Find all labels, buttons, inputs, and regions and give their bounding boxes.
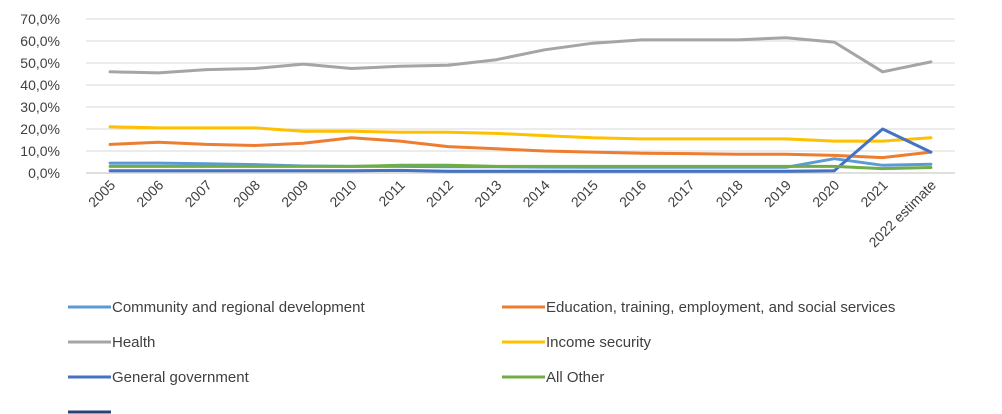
x-tick-label: 2011 xyxy=(375,177,408,210)
series-line-3 xyxy=(108,125,933,143)
series-line-1 xyxy=(108,136,933,160)
x-tick-label: 2010 xyxy=(326,177,359,210)
x-tick-label: 2018 xyxy=(713,177,746,210)
y-tick-label: 30,0% xyxy=(20,99,60,115)
x-tick-label: 2009 xyxy=(278,177,311,210)
x-tick-label: 2005 xyxy=(85,177,118,210)
legend-label: Health xyxy=(112,334,155,351)
legend-label: General government xyxy=(112,369,250,386)
legend-label: All Other xyxy=(546,369,604,386)
y-axis-ticks: 0,0% 10,0% 20,0% 30,0% 40,0% 50,0% 60,0% 70,0% xyxy=(20,11,60,181)
x-tick-label: 2016 xyxy=(616,177,649,210)
x-tick-label: 2014 xyxy=(519,177,552,210)
x-tick-label: 2019 xyxy=(761,177,794,210)
legend-label: Community and regional development xyxy=(112,299,365,316)
x-tick-label: 2015 xyxy=(568,177,601,210)
x-tick-label: 2008 xyxy=(230,177,263,210)
legend-label: Income security xyxy=(546,334,652,351)
series-line-5 xyxy=(108,163,933,171)
x-tick-label: 2006 xyxy=(133,177,166,210)
legend: Community and regional development Educat… xyxy=(68,299,895,414)
y-tick-label: 60,0% xyxy=(20,33,60,49)
x-tick-label: 2012 xyxy=(423,177,456,210)
x-tick-label: 2017 xyxy=(664,177,697,210)
series-line-2 xyxy=(108,36,933,75)
y-tick-label: 0,0% xyxy=(28,165,60,181)
y-tick-label: 20,0% xyxy=(20,121,60,137)
x-tick-label: 2021 xyxy=(857,177,890,210)
y-tick-label: 50,0% xyxy=(20,55,60,71)
x-tick-label: 2007 xyxy=(181,177,214,210)
x-tick-label: 2013 xyxy=(471,177,504,210)
series-lines xyxy=(108,36,933,173)
x-tick-label: 2020 xyxy=(809,177,842,210)
x-axis-ticks: 2005 2006 2007 2008 2009 2010 2011 2012 2013 2014… xyxy=(85,177,939,251)
series-line-4 xyxy=(108,127,933,173)
y-tick-label: 70,0% xyxy=(20,11,60,27)
y-tick-label: 40,0% xyxy=(20,77,60,93)
y-tick-label: 10,0% xyxy=(20,143,60,159)
legend-label: Education, training, employment, and soc… xyxy=(546,299,895,316)
